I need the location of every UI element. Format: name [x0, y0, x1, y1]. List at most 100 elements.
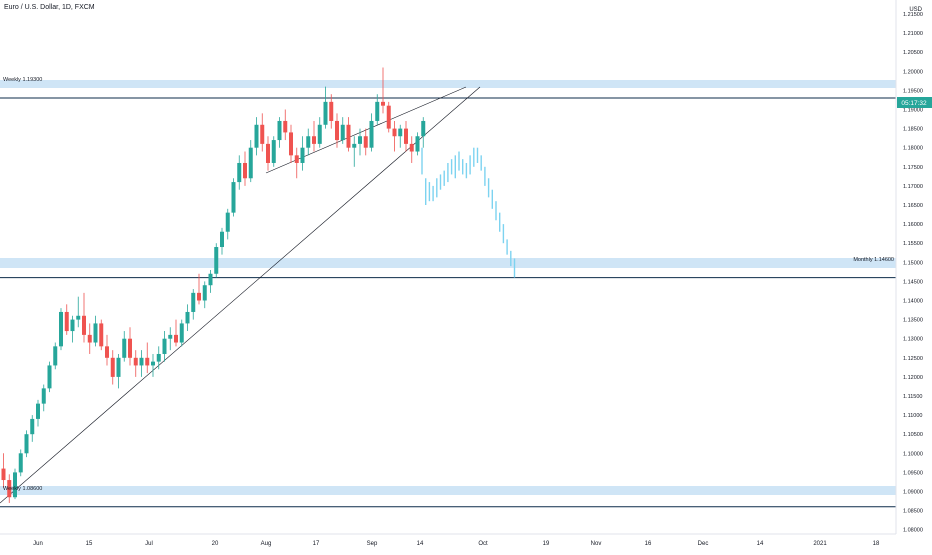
- time-tick-label: Nov: [591, 541, 602, 547]
- candle: [248, 140, 253, 183]
- candles: [1, 67, 426, 503]
- price-tick-label: 1.19000: [903, 108, 923, 114]
- candle: [208, 269, 213, 293]
- candle: [358, 128, 362, 156]
- candle: [404, 120, 408, 152]
- time-tick-label: 17: [313, 541, 320, 547]
- candle: [47, 361, 52, 393]
- candle: [156, 346, 161, 370]
- time-tick-label: 18: [873, 541, 880, 547]
- candle: [220, 227, 224, 255]
- candle: [375, 94, 380, 125]
- monthly-label: Monthly 1.14600: [853, 257, 894, 263]
- candle: [105, 334, 109, 366]
- candle: [59, 308, 63, 351]
- price-axis[interactable]: USD 1.21500 1.21000 1.20500 1.20000 1.19500 1…: [903, 7, 923, 534]
- candle: [18, 449, 23, 477]
- candle: [93, 315, 98, 347]
- price-tick-label: 1.13000: [903, 337, 923, 343]
- candle: [231, 178, 236, 217]
- time-axis[interactable]: Jun 15 Jul 20 Aug 17 Sep 14 Oct 19 Nov 16 Dec 14 2021 1…: [33, 541, 880, 547]
- price-tick-label: 1.15500: [903, 241, 923, 247]
- candle: [53, 342, 58, 370]
- candle: [243, 151, 247, 186]
- candle: [191, 289, 196, 320]
- level-labels: Weekly 1.19300 Monthly 1.14600 Weekly 1.…: [3, 77, 894, 492]
- price-tick-label: 1.10500: [903, 432, 923, 438]
- time-tick-label: Jul: [145, 541, 153, 547]
- candle: [254, 117, 259, 156]
- candle: [421, 117, 426, 148]
- time-tick-label: 16: [645, 541, 652, 547]
- candle: [24, 430, 29, 458]
- candle: [335, 113, 339, 148]
- candle: [237, 155, 242, 190]
- candle: [271, 136, 276, 167]
- level-zone: [0, 80, 896, 88]
- candle: [415, 132, 420, 156]
- candle: [168, 327, 173, 351]
- candle: [283, 109, 288, 141]
- price-axis-currency: USD: [909, 7, 922, 13]
- price-tick-label: 1.21000: [903, 31, 923, 37]
- candle: [133, 350, 138, 377]
- candle: [329, 94, 334, 129]
- candle: [99, 319, 104, 351]
- candle: [7, 474, 12, 503]
- candle: [340, 117, 345, 144]
- candle: [323, 86, 328, 129]
- candle: [300, 136, 305, 171]
- price-tick-label: 1.09000: [903, 490, 923, 496]
- price-tick-label: 1.19500: [903, 88, 923, 94]
- candle: [363, 128, 368, 156]
- time-tick-label: Dec: [698, 541, 709, 547]
- candle: [392, 120, 397, 152]
- candle: [352, 136, 357, 167]
- candle: [317, 117, 322, 148]
- symbol-title: Euro / U.S. Dollar, 1D, FXCM: [4, 4, 95, 11]
- candle: [179, 319, 184, 347]
- candle: [174, 319, 178, 347]
- price-tick-label: 1.18000: [903, 146, 923, 152]
- candle: [41, 384, 46, 412]
- time-tick-label: Oct: [478, 541, 488, 547]
- ascending-trendline: [0, 86, 481, 504]
- weekly-top-label: Weekly 1.19300: [3, 77, 42, 83]
- candle: [197, 273, 201, 305]
- countdown-label: 05:17:32: [901, 100, 927, 107]
- level-zones: [0, 80, 896, 508]
- time-tick-label: 15: [86, 541, 93, 547]
- candle: [266, 136, 270, 171]
- price-tick-label: 1.08500: [903, 509, 923, 515]
- time-tick-label: 19: [543, 541, 550, 547]
- candle: [381, 67, 385, 114]
- candle: [36, 399, 40, 427]
- price-tick-label: 1.14000: [903, 299, 923, 305]
- price-tick-label: 1.15000: [903, 260, 923, 266]
- candle: [70, 315, 75, 343]
- candle: [306, 128, 311, 156]
- price-tick-label: 1.12000: [903, 375, 923, 381]
- candle: [110, 350, 115, 385]
- candle: [409, 136, 414, 163]
- candle: [346, 117, 351, 152]
- candle: [128, 327, 132, 366]
- price-tick-label: 1.16500: [903, 203, 923, 209]
- price-tick-label: 1.20000: [903, 69, 923, 75]
- candle: [289, 124, 293, 163]
- price-tick-label: 1.17500: [903, 165, 923, 171]
- price-tick-label: 1.18500: [903, 127, 923, 133]
- level-zone: [0, 258, 896, 268]
- price-tick-label: 1.12500: [903, 356, 923, 362]
- price-tick-label: 1.21500: [903, 12, 923, 18]
- price-tick-label: 1.08000: [903, 528, 923, 534]
- candle: [162, 331, 167, 362]
- candle: [185, 304, 190, 332]
- candle: [294, 147, 299, 179]
- price-tick-label: 1.14500: [903, 279, 923, 285]
- time-tick-label: Jun: [33, 541, 43, 547]
- time-tick-label: Sep: [367, 541, 378, 547]
- candle: [82, 292, 86, 343]
